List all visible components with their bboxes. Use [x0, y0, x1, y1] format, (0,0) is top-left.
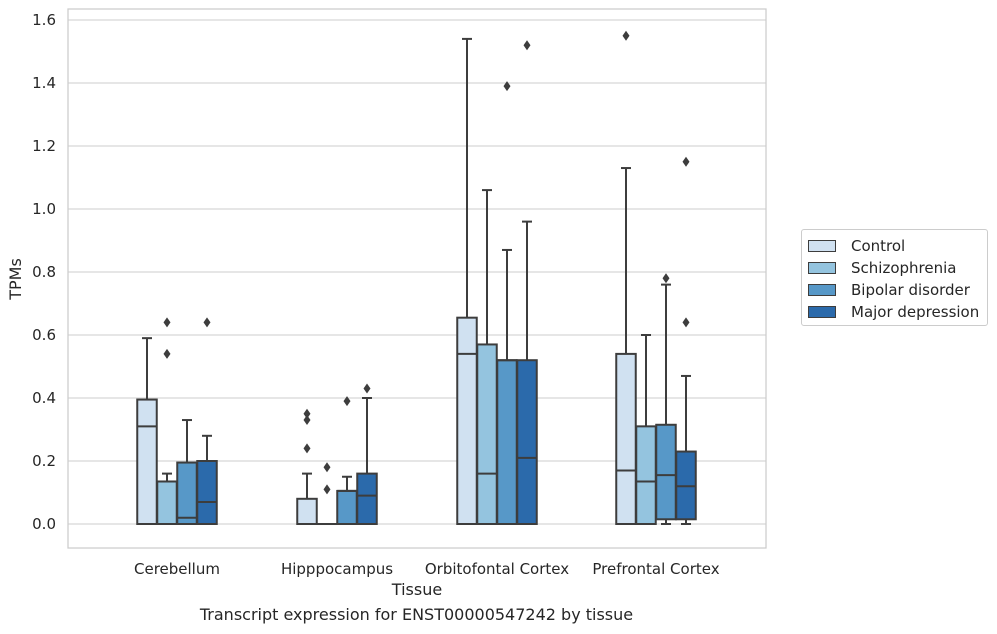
legend-swatch-control	[808, 240, 836, 252]
y-axis-ticks: 0.0 0.2 0.4 0.6 0.8 1.0 1.2 1.4 1.6	[32, 11, 56, 533]
outlier-point	[343, 396, 351, 407]
box-iqr	[336, 489, 358, 525]
box-iqr	[136, 398, 158, 526]
box-iqr	[156, 480, 178, 526]
box-iqr	[296, 497, 318, 525]
outlier-point	[363, 383, 371, 394]
box-control	[615, 30, 637, 525]
legend-item-schizophrenia: Schizophrenia	[808, 258, 956, 278]
box-schizophrenia	[156, 317, 178, 526]
box-iqr	[635, 425, 657, 526]
figure-caption: Transcript expression for ENST0000054724…	[199, 605, 634, 624]
x-tick-label: Cerebellum	[134, 560, 220, 578]
outlier-point	[303, 415, 311, 426]
box-control	[296, 408, 318, 525]
y-tick-label: 0.6	[32, 326, 56, 344]
box-iqr	[176, 461, 198, 526]
legend-item-bipolar-disorder: Bipolar disorder	[808, 280, 970, 300]
outlier-point	[163, 317, 171, 328]
box-iqr	[615, 352, 637, 525]
box-iqr	[196, 460, 218, 525]
outlier-point	[503, 81, 511, 92]
y-axis-label: TPMs	[6, 258, 25, 301]
legend-item-major-depression: Major depression	[808, 302, 979, 322]
y-tick-label: 0.8	[32, 263, 56, 281]
y-tick-label: 0.4	[32, 389, 56, 407]
x-tick-label: Orbitofontal Cortex	[425, 560, 569, 578]
outlier-point	[662, 273, 670, 284]
box-major-depression	[356, 383, 378, 526]
outlier-point	[682, 317, 690, 328]
box-bipolar-disorder	[336, 396, 358, 525]
x-tick-label: Hipppocampus	[281, 560, 393, 578]
outlier-point	[523, 40, 531, 51]
legend-swatch-major-depression	[808, 306, 836, 318]
box-iqr	[516, 359, 538, 526]
y-tick-label: 1.0	[32, 200, 56, 218]
outlier-point	[323, 484, 331, 495]
legend-label-bipolar-disorder: Bipolar disorder	[851, 281, 970, 299]
x-tick-label: Prefrontal Cortex	[592, 560, 719, 578]
box-major-depression	[196, 317, 218, 525]
legend-swatch-schizophrenia	[808, 262, 836, 274]
y-tick-label: 0.0	[32, 515, 56, 533]
box-control	[136, 337, 158, 526]
legend-item-control: Control	[808, 236, 905, 256]
box-iqr	[476, 343, 498, 526]
legend-label-major-depression: Major depression	[851, 303, 980, 321]
outlier-point	[303, 408, 311, 419]
plot-area-frame	[67, 8, 767, 549]
legend: Control Schizophrenia Bipolar disorder M…	[801, 229, 988, 326]
x-axis-label: Tissue	[391, 580, 442, 599]
outlier-point	[622, 30, 630, 41]
box-iqr	[655, 423, 677, 521]
y-tick-label: 1.6	[32, 11, 56, 29]
box-iqr	[456, 316, 478, 525]
box-bipolar-disorder	[496, 81, 518, 526]
y-tick-label: 1.4	[32, 74, 56, 92]
outlier-point	[682, 156, 690, 167]
y-tick-label: 1.2	[32, 137, 56, 155]
outlier-point	[303, 443, 311, 454]
x-axis-ticks: Cerebellum Hipppocampus Orbitofontal Corte…	[134, 560, 720, 578]
box-groups	[136, 30, 697, 526]
legend-label-schizophrenia: Schizophrenia	[851, 259, 957, 277]
outlier-point	[323, 462, 331, 473]
outlier-point	[203, 317, 211, 328]
legend-label-control: Control	[851, 237, 906, 255]
box-iqr	[356, 472, 378, 526]
y-tick-label: 0.2	[32, 452, 56, 470]
box-control	[456, 37, 478, 525]
box-iqr	[496, 359, 518, 526]
outlier-point	[163, 348, 171, 359]
box-major-depression	[675, 156, 697, 525]
legend-swatch-bipolar-disorder	[808, 284, 836, 296]
box-major-depression	[516, 40, 538, 526]
